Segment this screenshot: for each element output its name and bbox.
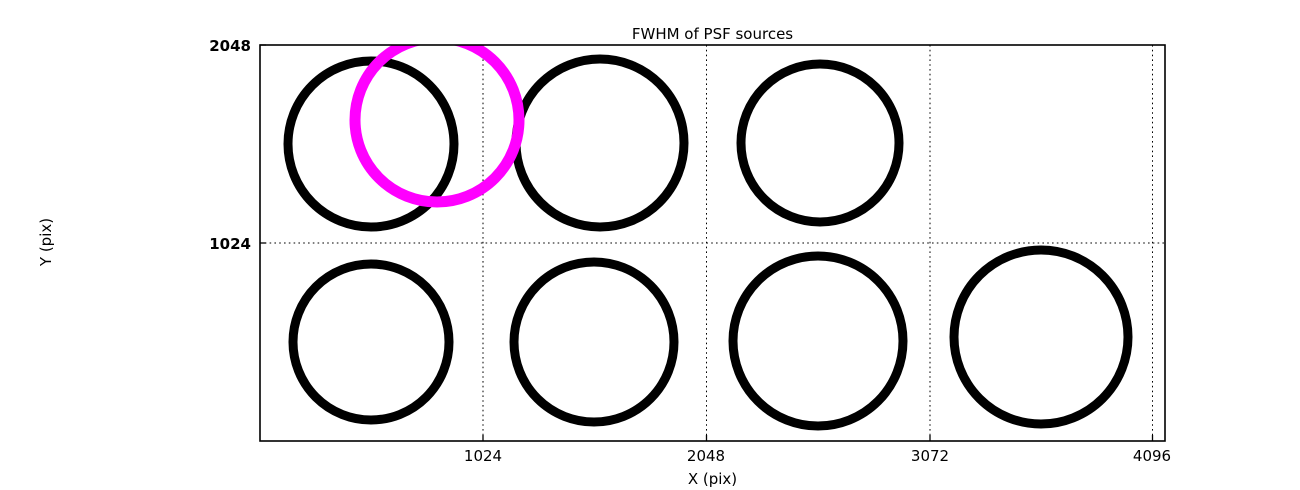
psf-source-marker — [283, 56, 459, 232]
tick-marks — [260, 44, 1154, 441]
data-markers — [283, 45, 1133, 431]
psf-source-marker — [288, 259, 454, 425]
ytick-label-1024: 1024 — [209, 235, 251, 253]
psf-source-marker — [736, 59, 904, 227]
xtick-label-2048: 2048 — [686, 447, 726, 465]
psf-source-marker — [509, 257, 679, 427]
psf-source-marker — [728, 251, 908, 431]
flagged-source-marker — [349, 45, 525, 208]
xtick-label-1024: 1024 — [463, 447, 503, 465]
xtick-label-3072: 3072 — [910, 447, 950, 465]
chart-title: FWHM of PSF sources — [631, 25, 794, 43]
psf-source-marker — [949, 245, 1133, 429]
y-axis-label: Y (pix) — [37, 217, 55, 267]
xtick-label-4096: 4096 — [1132, 447, 1172, 465]
x-axis-label: X (pix) — [687, 470, 738, 488]
ytick-label-2048: 2048 — [209, 37, 251, 55]
